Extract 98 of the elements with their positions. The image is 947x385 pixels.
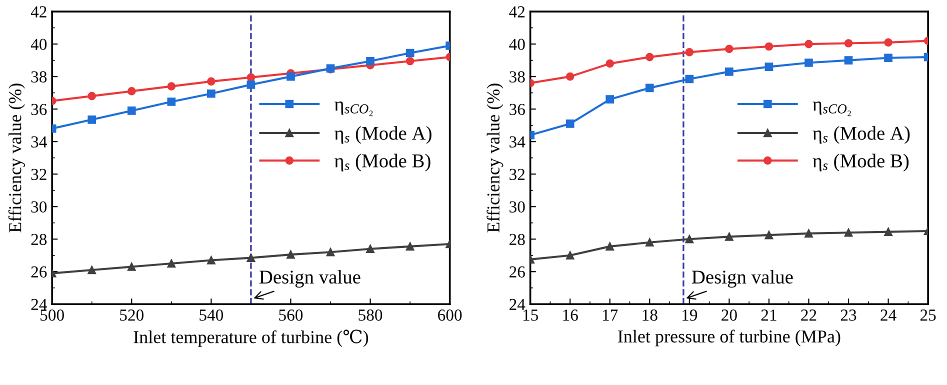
point [764, 62, 774, 71]
x-tick-label: 23 [840, 310, 856, 321]
point [884, 54, 892, 62]
y-tick-label: 36 [510, 104, 525, 116]
point [88, 115, 96, 124]
point [764, 42, 774, 51]
y-tick-label: 24 [31, 298, 47, 310]
y-tick-label: 30 [510, 201, 525, 213]
x-axis-title: Inlet pressure of turbine (MPa) [618, 330, 840, 346]
y-tick-label: 26 [31, 266, 47, 278]
x-tick-label: 500 [40, 309, 64, 321]
x-tick-label: 18 [642, 309, 658, 321]
y-tick-label: 38 [510, 71, 525, 83]
point [844, 56, 853, 64]
point [685, 74, 694, 84]
y-tick-label: 34 [31, 136, 47, 148]
point [645, 84, 654, 92]
x-tick-label: 25 [920, 310, 936, 321]
x-tick-label: 520 [120, 309, 144, 321]
x-tick-label: 560 [279, 309, 303, 321]
x-tick-label: 20 [722, 309, 737, 321]
point [366, 244, 374, 254]
point [685, 234, 694, 244]
point [725, 232, 734, 241]
y-axis-title: Efficiency value (%) [8, 84, 25, 232]
x-tick-label: 15 [523, 310, 538, 321]
x-tick-label: 580 [358, 309, 382, 321]
annotation: Design value [259, 270, 360, 288]
point [566, 72, 574, 81]
y-tick-label: 34 [510, 136, 526, 148]
point [645, 52, 654, 62]
y-tick-label: 28 [510, 234, 525, 246]
point [167, 82, 176, 90]
point [884, 228, 892, 236]
x-axis-title: Inlet temperature of turbine (℃) [134, 330, 368, 347]
point [606, 95, 614, 104]
point [207, 77, 216, 86]
point [207, 89, 216, 98]
point [764, 230, 774, 240]
point [406, 56, 414, 66]
legend-label: η$_{sCO₂}$ [334, 101, 373, 116]
point [685, 48, 694, 56]
point [246, 80, 256, 89]
point [884, 38, 892, 47]
point [127, 87, 136, 96]
point [286, 250, 295, 259]
point [406, 242, 414, 251]
point [804, 40, 813, 48]
y-tick-label: 32 [510, 168, 525, 180]
point [246, 254, 256, 262]
point [167, 98, 176, 106]
legend-label: η$_{s}$ (Mode A) [812, 126, 910, 144]
point [406, 48, 414, 58]
point [645, 238, 654, 247]
y-tick-label: 40 [509, 38, 525, 50]
y-tick-label: 26 [510, 266, 525, 278]
point [725, 68, 734, 76]
point [844, 39, 853, 48]
point [804, 58, 813, 67]
point [286, 72, 295, 81]
point [606, 242, 614, 251]
point [127, 106, 136, 115]
x-tick-label: 17 [603, 310, 618, 321]
point [566, 251, 574, 260]
point [88, 92, 96, 100]
x-tick-label: 600 [438, 309, 462, 321]
y-tick-label: 42 [509, 6, 525, 18]
y-tick-label: 40 [30, 38, 47, 50]
point [804, 229, 813, 238]
x-tick-label: 540 [200, 309, 224, 321]
point [725, 44, 734, 54]
point [326, 248, 335, 256]
y-tick-label: 42 [30, 6, 46, 18]
legend-label: η$_{s}$ (Mode B) [334, 154, 430, 172]
point [88, 266, 96, 274]
y-tick-label: 38 [31, 71, 47, 83]
x-tick-label: 19 [682, 310, 698, 321]
annotation: Design value [692, 270, 793, 288]
point [606, 59, 614, 68]
y-tick-label: 32 [31, 168, 46, 180]
y-tick-label: 36 [31, 104, 47, 116]
legend-label: η$_{s}$ (Mode B) [812, 154, 909, 172]
point [167, 259, 176, 268]
x-tick-label: 21 [761, 310, 776, 321]
x-tick-label: 22 [801, 310, 816, 321]
point [566, 120, 574, 128]
legend-label: η$_{s}$ (Mode A) [334, 126, 432, 144]
point [127, 262, 136, 271]
point [207, 256, 216, 264]
y-tick-label: 30 [31, 201, 47, 213]
point [844, 228, 853, 237]
y-tick-label: 24 [510, 298, 526, 310]
point [366, 56, 374, 66]
legend-label: η$_{sCO₂}$ [812, 101, 851, 116]
y-tick-label: 28 [31, 234, 47, 246]
y-axis-title: Efficiency value (%) [486, 84, 504, 232]
x-tick-label: 16 [563, 310, 578, 321]
x-tick-label: 24 [880, 310, 896, 321]
